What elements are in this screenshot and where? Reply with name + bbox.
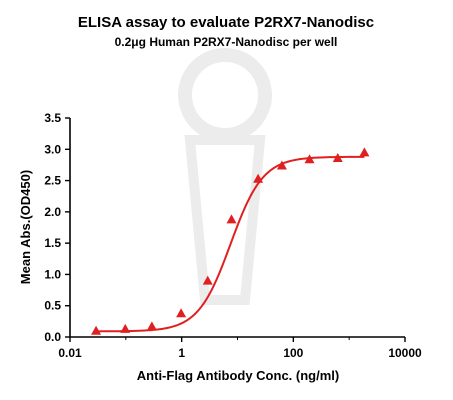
y-tick-label: 2.0 — [44, 205, 61, 219]
watermark-logo — [178, 48, 272, 305]
data-point — [253, 173, 264, 183]
y-tick-label: 3.5 — [44, 111, 61, 125]
data-point — [91, 325, 102, 335]
y-tick-label: 1.5 — [44, 236, 61, 250]
data-point — [304, 154, 315, 164]
y-axis-label: Mean Abs.(OD450) — [18, 170, 33, 284]
y-tick-label: 2.5 — [44, 174, 61, 188]
data-point — [359, 147, 370, 157]
data-point — [120, 323, 131, 333]
data-point — [176, 308, 187, 318]
x-tick-label: 10000 — [388, 346, 422, 360]
y-tick-label: 0.0 — [44, 330, 61, 344]
y-axis-ticks: 0.0 0.5 1.0 1.5 2.0 2.5 3.0 3.5 — [44, 111, 70, 344]
y-tick-label: 0.5 — [44, 299, 61, 313]
fit-curve — [96, 155, 365, 333]
y-tick-label: 3.0 — [44, 142, 61, 156]
data-point — [202, 275, 213, 285]
data-point — [146, 321, 157, 331]
x-axis-ticks: 0.01 1 100 10000 — [58, 337, 422, 360]
chart-title: ELISA assay to evaluate P2RX7-Nanodisc — [78, 14, 374, 31]
data-point — [276, 160, 287, 170]
x-tick-label: 100 — [283, 346, 303, 360]
x-axis-label: Anti-Flag Antibody Conc. (ng/ml) — [137, 368, 339, 383]
fit-curve-line — [96, 155, 365, 333]
chart-subtitle: 0.2μg Human P2RX7-Nanodisc per well — [115, 35, 338, 49]
data-point — [332, 153, 343, 163]
y-tick-label: 1.0 — [44, 267, 61, 281]
data-points — [91, 147, 370, 335]
data-point — [226, 214, 237, 224]
x-tick-label: 1 — [178, 346, 185, 360]
x-tick-label: 0.01 — [58, 346, 82, 360]
